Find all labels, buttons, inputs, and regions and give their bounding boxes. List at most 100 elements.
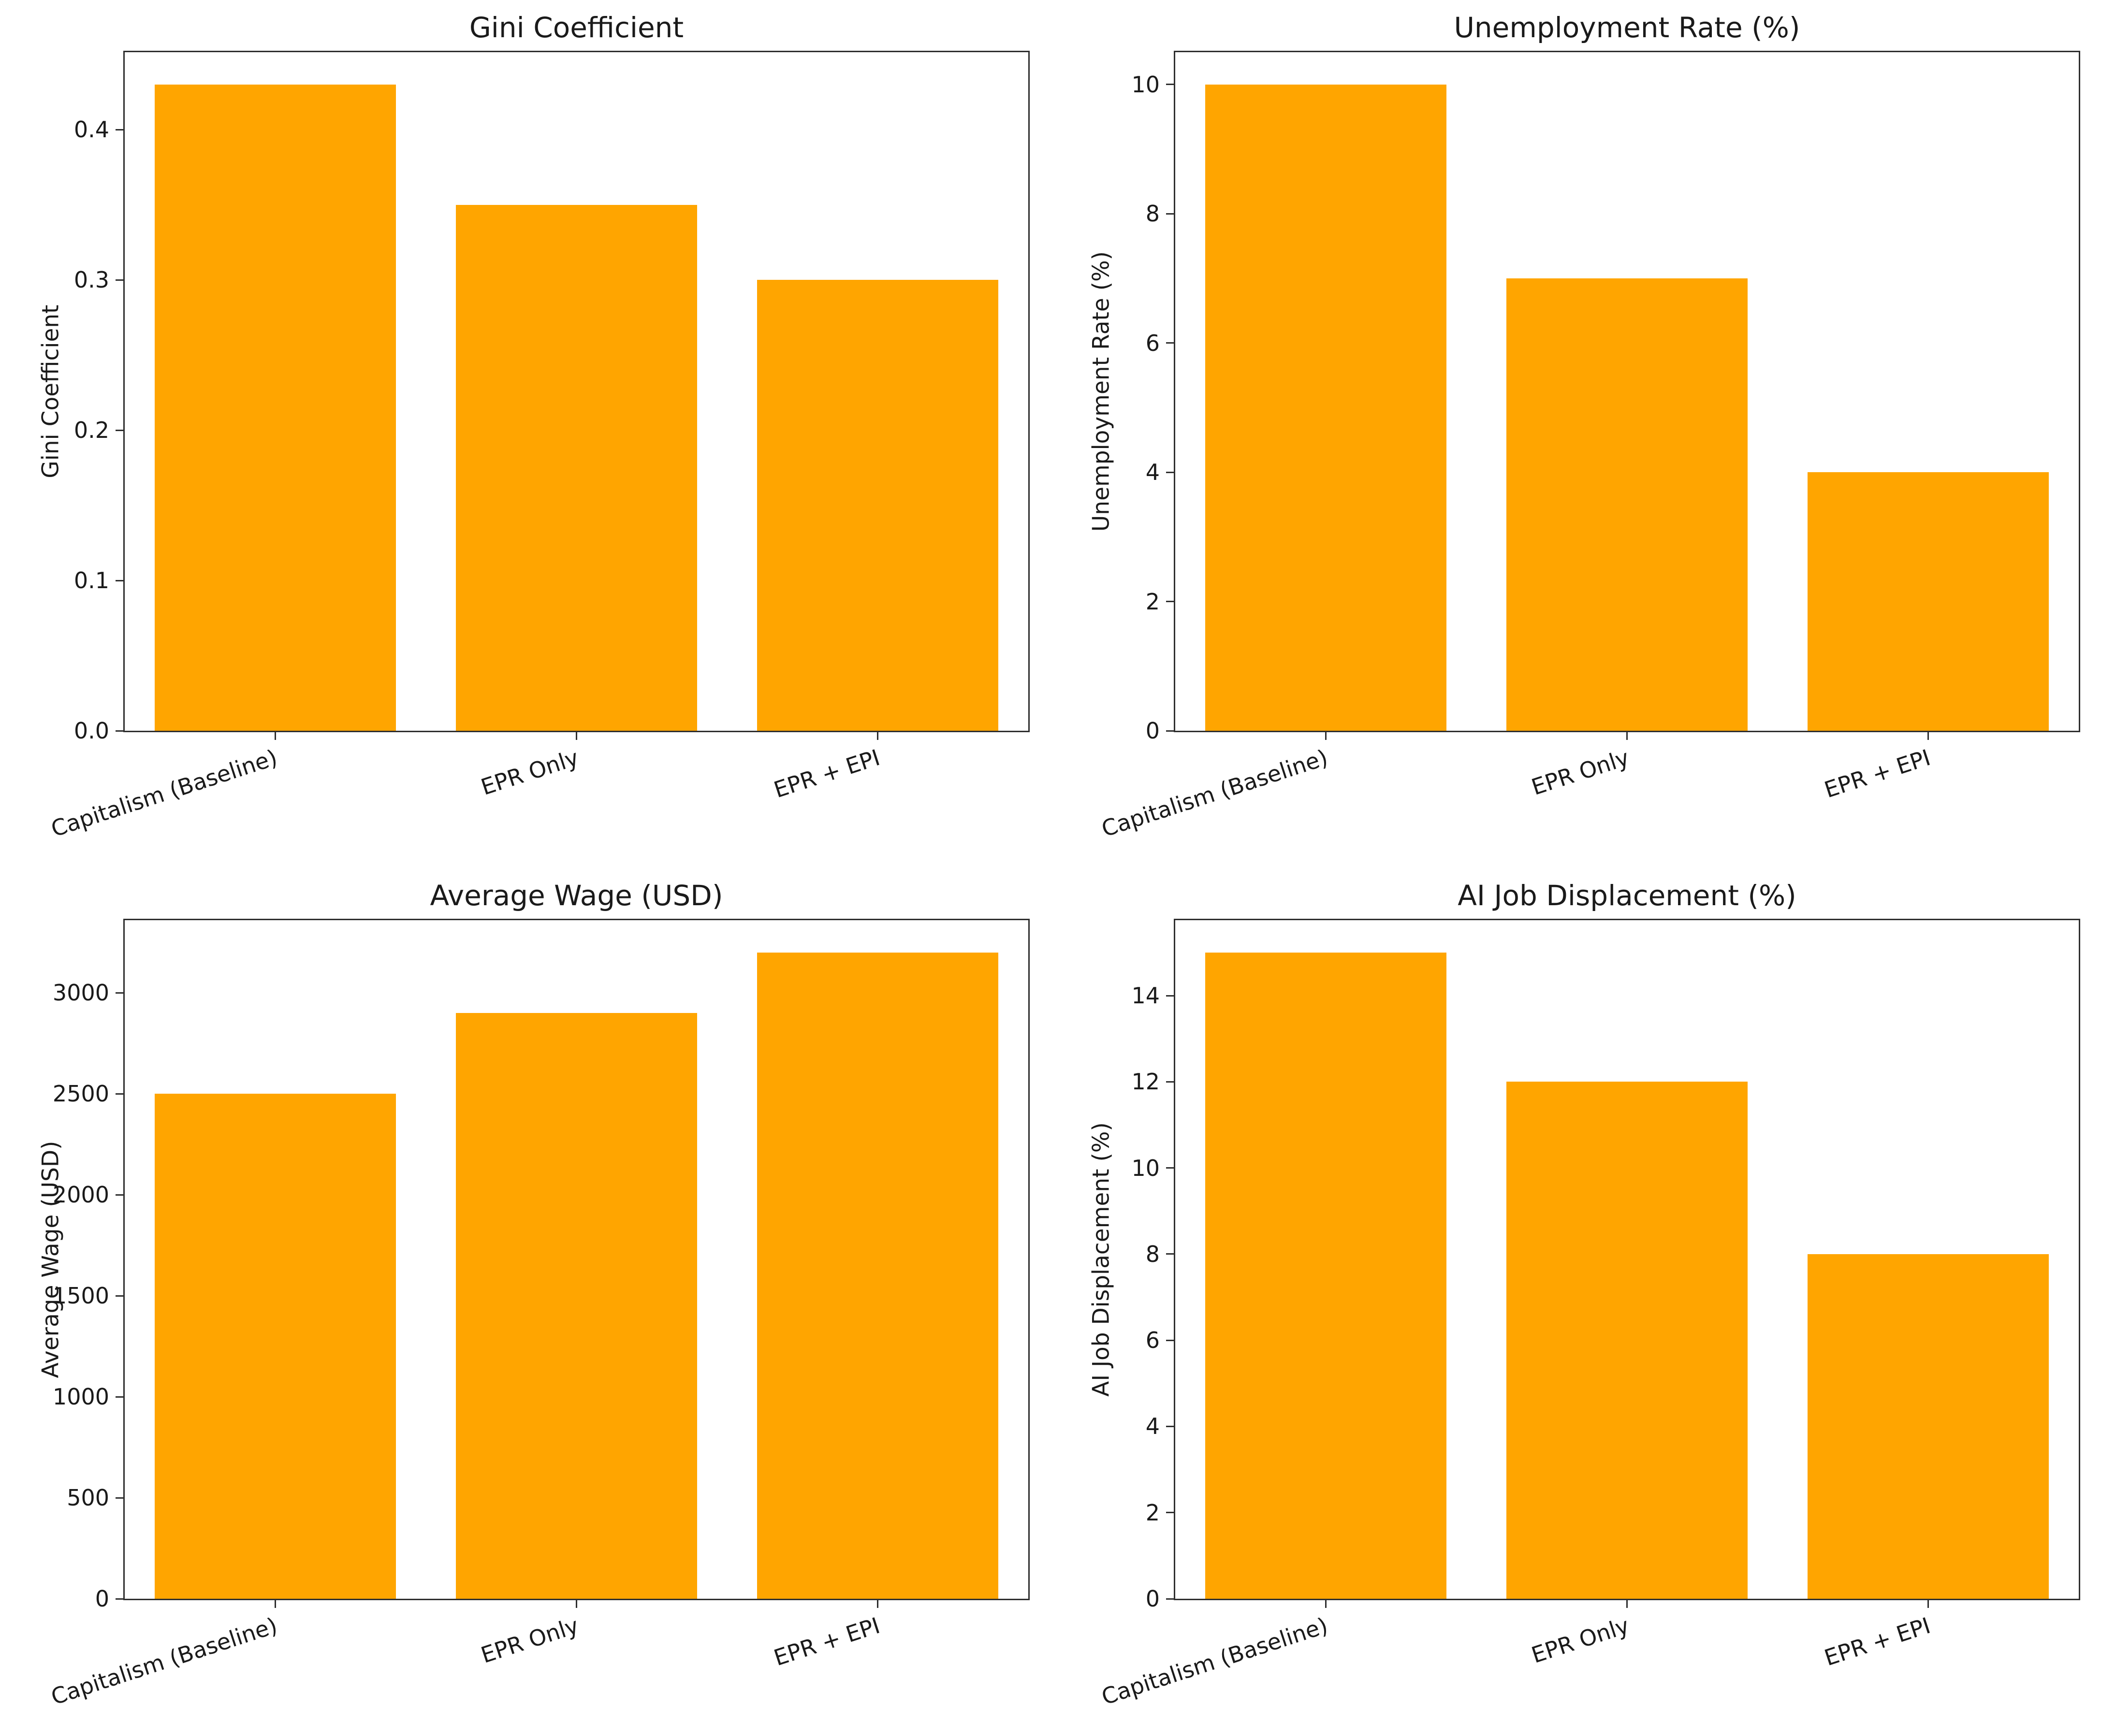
y-tick-label: 8: [1145, 201, 1160, 227]
x-tick: [877, 1600, 878, 1608]
y-tick: [1166, 1339, 1174, 1341]
chart-title: Average Wage (USD): [430, 879, 723, 912]
x-tick-label: Capitalism (Baseline): [48, 1612, 281, 1710]
x-tick: [275, 1600, 276, 1608]
plot-area-gini-coefficient: 0.0 0.1 0.2 0.3 0.4 Capitalism (Baseline) EPR …: [48, 51, 1030, 842]
y-axis-label: Unemployment Rate (%): [1088, 251, 1115, 532]
y-tick-label: 0: [95, 1586, 109, 1612]
x-tick-label: EPR Only: [477, 744, 582, 800]
subplot-average-wage: Average Wage (USD) Average Wage (USD) 0 5…: [0, 868, 1050, 1736]
bar-epr-epi: [1808, 472, 2049, 731]
x-tick: [1626, 1600, 1628, 1608]
x-tick-label: Capitalism (Baseline): [1098, 1612, 1331, 1710]
y-tick: [1166, 1512, 1174, 1514]
y-tick: [1166, 601, 1174, 603]
x-tick-label: EPR Only: [477, 1612, 582, 1668]
y-tick: [116, 1093, 123, 1095]
y-tick: [116, 279, 123, 281]
y-tick-label: 6: [1145, 1327, 1160, 1354]
x-tick: [1325, 1600, 1327, 1608]
bar-epr-only: [456, 204, 697, 731]
plot-area-unemployment-rate: 0 2 4 6 8 10 Capitalism (Baseline) EPR Only EPR …: [1098, 51, 2080, 842]
y-axis-label: AI Job Displacement (%): [1088, 1122, 1115, 1397]
bar-epr-only: [1506, 278, 1748, 731]
y-tick-label: 4: [1145, 459, 1160, 486]
y-tick-label: 2: [1145, 1499, 1160, 1526]
y-tick-label: 14: [1131, 983, 1160, 1009]
y-tick-label: 500: [67, 1485, 109, 1511]
y-tick-label: 0.3: [73, 267, 109, 293]
y-tick-label: 12: [1131, 1069, 1160, 1095]
y-tick: [116, 429, 123, 431]
y-tick-label: 0: [1145, 718, 1160, 744]
y-tick: [1166, 471, 1174, 473]
y-tick: [116, 730, 123, 732]
chart-title: Gini Coefficient: [469, 11, 684, 44]
y-tick: [1166, 213, 1174, 215]
x-tick: [1927, 732, 1929, 740]
y-tick-label: 0.0: [73, 718, 109, 744]
plot-area-average-wage: 0 500 1000 1500 2000 2500 3000 Capitalism (Base…: [48, 919, 1030, 1710]
y-tick: [1166, 1167, 1174, 1169]
x-tick: [1325, 732, 1327, 740]
bar-capitalism-baseline: [155, 1094, 396, 1599]
x-tick: [1927, 1600, 1929, 1608]
y-axis-label: Gini Coefficient: [37, 304, 64, 478]
y-tick-label: 2: [1145, 588, 1160, 615]
x-tick-label: Capitalism (Baseline): [1098, 744, 1331, 842]
y-tick: [116, 1497, 123, 1499]
y-tick: [1166, 342, 1174, 344]
bar-epr-epi: [1808, 1254, 2049, 1599]
y-axis-label: Average Wage (USD): [37, 1141, 64, 1378]
x-tick-label: EPR Only: [1528, 744, 1633, 800]
x-tick: [1626, 732, 1628, 740]
bar-epr-only: [1506, 1082, 1748, 1599]
x-tick: [576, 732, 577, 740]
y-tick-label: 1500: [52, 1283, 109, 1309]
y-tick-label: 3000: [52, 980, 109, 1006]
y-tick: [1166, 84, 1174, 86]
y-tick: [116, 1295, 123, 1297]
y-tick-label: 2500: [52, 1081, 109, 1107]
y-tick-label: 10: [1131, 1155, 1160, 1181]
x-tick: [576, 1600, 577, 1608]
bar-capitalism-baseline: [1205, 84, 1446, 731]
y-tick-label: 0.1: [73, 567, 109, 594]
y-tick: [116, 1194, 123, 1196]
y-tick-label: 0: [1145, 1586, 1160, 1612]
bar-capitalism-baseline: [1205, 952, 1446, 1599]
y-tick: [1166, 995, 1174, 997]
x-tick-label: Capitalism (Baseline): [48, 744, 281, 842]
y-tick: [1166, 730, 1174, 732]
bar-epr-only: [456, 1013, 697, 1599]
y-tick: [1166, 1081, 1174, 1083]
y-tick-label: 8: [1145, 1241, 1160, 1267]
x-tick: [877, 732, 878, 740]
y-tick: [116, 579, 123, 581]
x-tick-label: EPR + EPI: [770, 744, 883, 803]
y-tick: [116, 992, 123, 994]
subplot-ai-job-displacement: AI Job Displacement (%) AI Job Displacem…: [1050, 868, 2101, 1736]
bar-epr-epi: [757, 952, 998, 1599]
y-tick: [1166, 1598, 1174, 1600]
y-tick: [1166, 1253, 1174, 1255]
bar-capitalism-baseline: [155, 84, 396, 731]
x-tick-label: EPR + EPI: [770, 1612, 883, 1671]
y-tick-label: 6: [1145, 330, 1160, 356]
y-tick: [116, 1598, 123, 1600]
y-tick-label: 4: [1145, 1413, 1160, 1440]
subplot-unemployment-rate: Unemployment Rate (%) Unemployment Rate …: [1050, 0, 2101, 868]
x-tick-label: EPR Only: [1528, 1612, 1633, 1668]
y-tick-label: 1000: [52, 1384, 109, 1410]
y-tick-label: 10: [1131, 71, 1160, 98]
y-tick: [1166, 1425, 1174, 1427]
y-tick-label: 2000: [52, 1182, 109, 1208]
subplot-gini-coefficient: Gini Coefficient Gini Coefficient 0.0 0.1…: [0, 0, 1050, 868]
chart-title: AI Job Displacement (%): [1458, 879, 1796, 912]
x-tick-label: EPR + EPI: [1821, 744, 1934, 803]
y-tick-label: 0.4: [73, 116, 109, 143]
bar-epr-epi: [757, 280, 998, 731]
x-tick-label: EPR + EPI: [1821, 1612, 1934, 1671]
x-tick: [275, 732, 276, 740]
